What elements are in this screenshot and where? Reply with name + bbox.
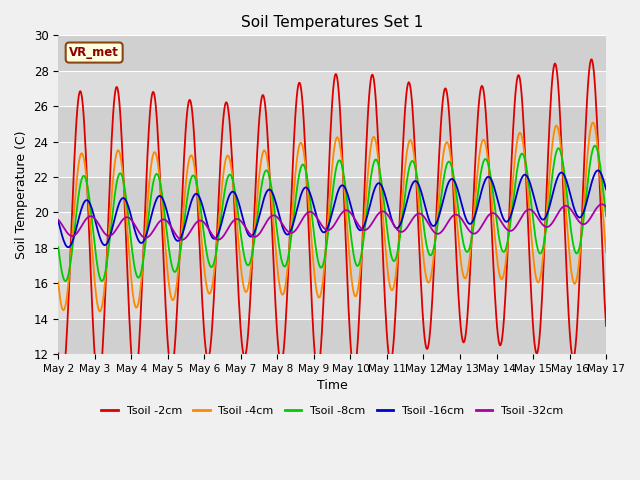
Tsoil -32cm: [206, 228, 214, 234]
Tsoil -32cm: [598, 202, 606, 207]
Tsoil -8cm: [177, 245, 185, 251]
Tsoil -16cm: [594, 168, 602, 173]
Tsoil -32cm: [121, 215, 129, 221]
Bar: [58, 177, 606, 213]
Bar: [58, 213, 606, 248]
Tsoil -8cm: [122, 190, 129, 195]
Tsoil -8cm: [399, 205, 407, 211]
Tsoil -2cm: [602, 323, 610, 329]
Tsoil -32cm: [178, 237, 186, 242]
Y-axis label: Soil Temperature (C): Soil Temperature (C): [15, 131, 28, 259]
Tsoil -32cm: [177, 236, 184, 242]
Tsoil -4cm: [65, 283, 72, 288]
Tsoil -8cm: [591, 143, 598, 149]
Line: Tsoil -16cm: Tsoil -16cm: [58, 170, 606, 247]
Tsoil -4cm: [97, 309, 104, 314]
Tsoil -4cm: [122, 201, 129, 206]
Tsoil -8cm: [54, 244, 62, 250]
Tsoil -4cm: [54, 279, 62, 285]
Bar: [58, 319, 606, 354]
Tsoil -16cm: [65, 244, 72, 250]
Text: VR_met: VR_met: [69, 46, 119, 59]
Line: Tsoil -2cm: Tsoil -2cm: [58, 59, 606, 385]
Tsoil -8cm: [415, 190, 423, 195]
Tsoil -16cm: [415, 183, 423, 189]
Tsoil -32cm: [415, 211, 423, 216]
Line: Tsoil -8cm: Tsoil -8cm: [58, 146, 606, 281]
Tsoil -4cm: [415, 209, 423, 215]
Line: Tsoil -32cm: Tsoil -32cm: [58, 204, 606, 240]
Tsoil -8cm: [206, 263, 214, 268]
Tsoil -2cm: [54, 350, 62, 356]
Tsoil -2cm: [206, 348, 214, 354]
Bar: [58, 248, 606, 283]
Bar: [58, 106, 606, 142]
Title: Soil Temperatures Set 1: Soil Temperatures Set 1: [241, 15, 423, 30]
Tsoil -16cm: [122, 197, 129, 203]
Tsoil -8cm: [61, 278, 69, 284]
Tsoil -8cm: [65, 269, 73, 275]
Tsoil -8cm: [602, 213, 610, 219]
Tsoil -16cm: [54, 218, 62, 224]
Tsoil -32cm: [399, 228, 407, 234]
X-axis label: Time: Time: [317, 379, 348, 392]
Tsoil -32cm: [65, 231, 72, 237]
Tsoil -4cm: [602, 250, 610, 255]
Tsoil -4cm: [399, 183, 407, 189]
Tsoil -2cm: [399, 134, 407, 140]
Tsoil -16cm: [602, 186, 610, 192]
Tsoil -32cm: [602, 204, 610, 210]
Bar: [58, 71, 606, 106]
Tsoil -32cm: [54, 217, 62, 223]
Tsoil -2cm: [588, 56, 595, 62]
Tsoil -2cm: [95, 383, 102, 388]
Tsoil -4cm: [589, 120, 597, 125]
Tsoil -16cm: [206, 229, 214, 235]
Tsoil -16cm: [399, 212, 407, 218]
Tsoil -4cm: [177, 238, 185, 243]
Tsoil -2cm: [122, 219, 129, 225]
Legend: Tsoil -2cm, Tsoil -4cm, Tsoil -8cm, Tsoil -16cm, Tsoil -32cm: Tsoil -2cm, Tsoil -4cm, Tsoil -8cm, Tsoi…: [97, 401, 568, 420]
Tsoil -16cm: [65, 244, 73, 250]
Bar: [58, 283, 606, 319]
Tsoil -4cm: [206, 291, 214, 297]
Bar: [58, 142, 606, 177]
Bar: [58, 36, 606, 71]
Line: Tsoil -4cm: Tsoil -4cm: [58, 122, 606, 312]
Tsoil -2cm: [177, 222, 185, 228]
Tsoil -16cm: [177, 235, 185, 240]
Tsoil -2cm: [415, 247, 423, 253]
Tsoil -2cm: [65, 304, 72, 310]
